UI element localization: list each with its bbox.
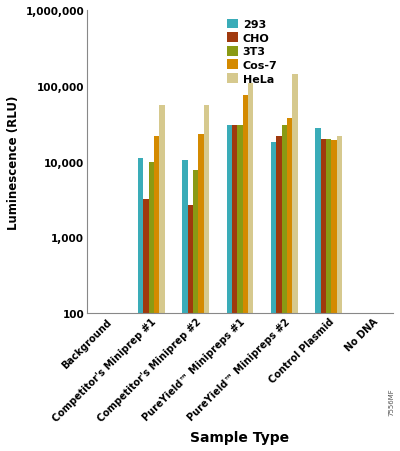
Bar [321, 139, 326, 451]
Bar [337, 136, 342, 451]
Bar [193, 170, 198, 451]
Bar [282, 126, 287, 451]
Bar [204, 106, 209, 451]
Bar [326, 139, 332, 451]
Bar [292, 74, 298, 451]
Bar [248, 83, 253, 451]
Bar [381, 313, 386, 451]
Bar [271, 143, 276, 451]
Bar [237, 126, 243, 451]
Bar [370, 313, 376, 451]
Bar [232, 126, 237, 451]
Bar [143, 200, 149, 451]
X-axis label: Sample Type: Sample Type [190, 430, 290, 444]
Bar [182, 161, 188, 451]
Bar [138, 159, 143, 451]
Bar [115, 313, 120, 451]
Bar [149, 163, 154, 451]
Bar [188, 205, 193, 451]
Bar [316, 129, 321, 451]
Bar [276, 136, 282, 451]
Legend: 293, CHO, 3T3, Cos-7, HeLa: 293, CHO, 3T3, Cos-7, HeLa [227, 19, 278, 84]
Bar [110, 313, 115, 451]
Bar [154, 136, 159, 451]
Bar [227, 126, 232, 451]
Bar [104, 313, 110, 451]
Bar [365, 313, 370, 451]
Y-axis label: Luminescence (RLU): Luminescence (RLU) [7, 95, 20, 229]
Bar [94, 313, 99, 451]
Bar [287, 119, 292, 451]
Text: 7556MF: 7556MF [388, 387, 394, 415]
Bar [376, 313, 381, 451]
Bar [99, 313, 104, 451]
Bar [360, 313, 365, 451]
Bar [198, 135, 204, 451]
Bar [159, 106, 165, 451]
Bar [243, 96, 248, 451]
Bar [332, 141, 337, 451]
